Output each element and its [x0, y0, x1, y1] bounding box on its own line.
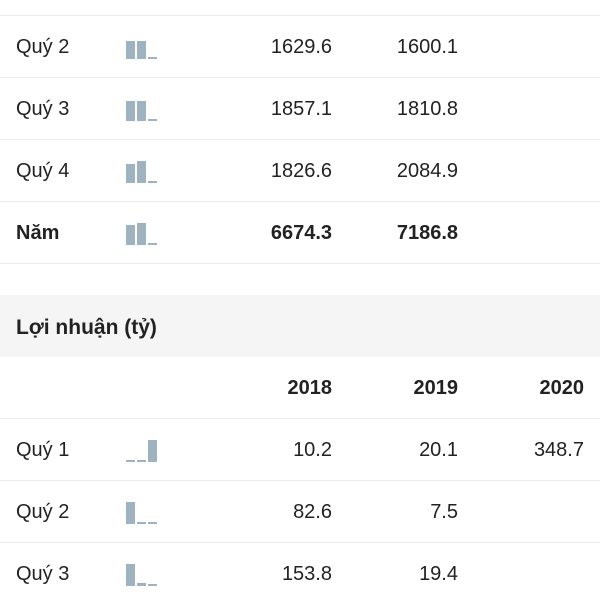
- value-2018: 10.2: [293, 439, 332, 461]
- value-2018: 1629.6: [270, 36, 332, 58]
- value-2019: 19.4: [419, 563, 458, 585]
- row-label: Quý 1: [16, 439, 70, 461]
- spark-bar: [148, 181, 157, 183]
- profit-row-q2: Quý 2 82.6 7.5: [0, 481, 600, 543]
- profit-year-header: 2018 2019 2020: [0, 357, 600, 419]
- spark-bar: [137, 583, 146, 586]
- spark-bar: [126, 41, 135, 59]
- value-2019: 1810.8: [396, 98, 458, 120]
- sparkline: [126, 78, 158, 140]
- sparkline: [126, 16, 158, 78]
- spark-bar: [148, 119, 157, 121]
- spark-bar: [137, 522, 146, 524]
- value-2018: 6674.3: [270, 222, 332, 244]
- year-header-2020: 2020: [539, 377, 585, 399]
- year-header-2019: 2019: [413, 377, 459, 399]
- spark-bar: [137, 101, 146, 121]
- spark-bar: [148, 243, 157, 245]
- value-2019: 7186.8: [396, 222, 458, 244]
- spark-bar: [126, 460, 135, 462]
- profit-row-q3: Quý 3 153.8 19.4: [0, 543, 600, 600]
- year-header-2018: 2018: [287, 377, 333, 399]
- value-2019: 7.5: [430, 501, 458, 523]
- sparkline: [126, 481, 158, 543]
- spark-bar: [148, 522, 157, 524]
- spark-bar: [137, 223, 146, 245]
- divider: [0, 15, 600, 16]
- sparkline: [126, 202, 158, 264]
- row-label: Quý 2: [16, 36, 70, 58]
- value-2018: 1826.6: [270, 160, 332, 182]
- value-2019: 20.1: [419, 439, 458, 461]
- profit-section-header: Lợi nhuận (tỷ): [0, 295, 600, 357]
- value-2019: 2084.9: [396, 160, 458, 182]
- value-2020: 348.7: [533, 439, 584, 461]
- profit-row-q1: Quý 1 10.2 20.1 348.7: [0, 419, 600, 481]
- row-label: Quý 3: [16, 98, 70, 120]
- spark-bar: [137, 460, 146, 462]
- row-label: Năm: [16, 222, 60, 244]
- row-label: Quý 3: [16, 563, 70, 585]
- spark-bar: [148, 57, 157, 59]
- sparkline: [126, 140, 158, 202]
- revenue-row-q2: Quý 2 1629.6 1600.1: [0, 16, 600, 78]
- spark-bar: [126, 564, 135, 586]
- value-2018: 153.8: [281, 563, 332, 585]
- value-2018: 1857.1: [270, 98, 332, 120]
- spark-bar: [148, 584, 157, 586]
- sparkline: [126, 543, 158, 600]
- row-label: Quý 2: [16, 501, 70, 523]
- spark-bar: [126, 164, 135, 183]
- revenue-row-q4: Quý 4 1826.6 2084.9: [0, 140, 600, 202]
- sparkline: [126, 419, 158, 481]
- row-label: Quý 4: [16, 160, 70, 182]
- spark-bar: [137, 41, 146, 59]
- value-2019: 1600.1: [396, 36, 458, 58]
- spark-bar: [148, 440, 157, 462]
- revenue-row-q3: Quý 3 1857.1 1810.8: [0, 78, 600, 140]
- value-2018: 82.6: [293, 501, 332, 523]
- spark-bar: [126, 502, 135, 524]
- spark-bar: [126, 101, 135, 121]
- spark-bar: [126, 225, 135, 245]
- revenue-row-year: Năm 6674.3 7186.8: [0, 202, 600, 264]
- section-title: Lợi nhuận (tỷ): [16, 316, 157, 339]
- spark-bar: [137, 161, 146, 183]
